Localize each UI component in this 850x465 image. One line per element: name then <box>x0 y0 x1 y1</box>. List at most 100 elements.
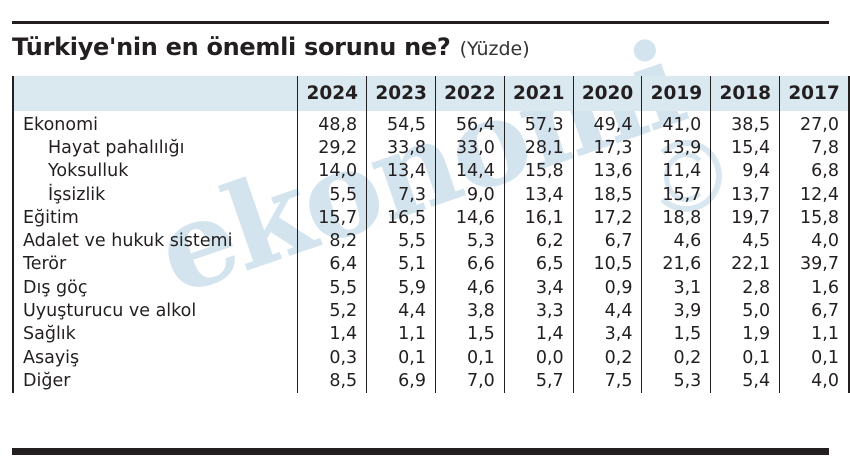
header-year: 2024 <box>297 76 367 111</box>
cell-value: 1,5 <box>435 322 505 346</box>
cell-value: 3,1 <box>641 276 711 300</box>
cell-value: 8,2 <box>297 229 367 253</box>
cell-value: 3,3 <box>503 299 574 323</box>
cell-value: 1,1 <box>366 322 436 346</box>
header-row: 2024 2023 2022 2021 2020 2019 2018 2017 <box>13 76 849 111</box>
cell-value: 1,5 <box>641 322 711 346</box>
cell-value: 1,4 <box>297 322 367 346</box>
cell-value: 5,5 <box>366 229 436 253</box>
cell-value: 7,0 <box>435 369 505 393</box>
table-body: Ekonomi 48,8 54,5 56,4 57,3 49,4 41,0 38,5 27,0 H… <box>13 111 849 393</box>
cell-value: 6,6 <box>435 252 505 277</box>
table-row: Terör 6,4 5,1 6,6 6,5 10,5 21,6 22,1 39,7 <box>13 252 849 277</box>
cell-value: 0,0 <box>503 345 574 370</box>
cell-value: 29,2 <box>297 136 367 160</box>
cell-value: 7,3 <box>366 182 436 207</box>
cell-value: 0,3 <box>297 345 367 370</box>
cell-value: 4,4 <box>366 299 436 323</box>
cell-value: 3,4 <box>572 322 642 346</box>
cell-value: 19,7 <box>710 206 780 230</box>
header-year: 2022 <box>435 76 505 111</box>
cell-value: 5,2 <box>297 299 367 323</box>
cell-value: 15,7 <box>641 182 711 207</box>
cell-value: 22,1 <box>710 252 780 277</box>
cell-value: 14,0 <box>297 159 367 183</box>
cell-value: 9,4 <box>710 159 780 183</box>
table-row: Yoksulluk 14,0 13,4 14,4 15,8 13,6 11,4 9,4 6,8 <box>13 159 849 183</box>
cell-value: 5,5 <box>297 182 367 207</box>
cell-value: 7,8 <box>779 136 849 160</box>
cell-value: 5,3 <box>641 369 711 393</box>
cell-value: 0,1 <box>710 345 780 370</box>
cell-value: 17,2 <box>572 206 642 230</box>
cell-value: 4,0 <box>779 229 849 253</box>
row-label: Adalet ve hukuk sistemi <box>23 231 233 252</box>
cell-value: 6,9 <box>366 369 436 393</box>
cell-value: 6,7 <box>572 229 642 253</box>
cell-value: 3,8 <box>435 299 505 323</box>
cell-value: 57,3 <box>503 111 574 137</box>
table-row: Eğitim 15,7 16,5 14,6 16,1 17,2 18,8 19,7 15,8 <box>13 206 849 230</box>
table-row: Diğer 8,5 6,9 7,0 5,7 7,5 5,3 5,4 4,0 <box>13 369 849 393</box>
row-label: Terör <box>23 254 67 275</box>
cell-value: 13,7 <box>710 182 780 207</box>
cell-value: 18,8 <box>641 206 711 230</box>
cell-value: 0,1 <box>779 345 849 370</box>
cell-value: 0,1 <box>366 345 436 370</box>
cell-value: 39,7 <box>779 252 849 277</box>
cell-value: 1,4 <box>503 322 574 346</box>
table-row: Dış göç 5,5 5,9 4,6 3,4 0,9 3,1 2,8 1,6 <box>13 276 849 300</box>
cell-value: 33,8 <box>366 136 436 160</box>
cell-value: 11,4 <box>641 159 711 183</box>
table-row: Uyuşturucu ve alkol 5,2 4,4 3,8 3,3 4,4 3,9 5,0… <box>13 299 849 323</box>
row-label: Hayat pahalılığı <box>48 137 185 158</box>
row-label: Yoksulluk <box>48 161 129 182</box>
cell-value: 4,4 <box>572 299 642 323</box>
cell-value: 13,9 <box>641 136 711 160</box>
cell-value: 4,0 <box>779 369 849 393</box>
cell-value: 6,7 <box>779 299 849 323</box>
cell-value: 6,5 <box>503 252 574 277</box>
table-row: Hayat pahalılığı 29,2 33,8 33,0 28,1 17,3 13,9… <box>13 136 849 160</box>
cell-value: 5,5 <box>297 276 367 300</box>
cell-value: 1,6 <box>779 276 849 300</box>
row-label: Diğer <box>23 370 71 391</box>
cell-value: 38,5 <box>710 111 780 137</box>
title-text: Türkiye'nin en önemli sorunu ne? <box>12 33 451 61</box>
cell-value: 13,4 <box>503 182 574 207</box>
cell-value: 14,6 <box>435 206 505 230</box>
cell-value: 21,6 <box>641 252 711 277</box>
row-label: Asayiş <box>23 347 80 368</box>
cell-value: 5,4 <box>710 369 780 393</box>
row-label: Ekonomi <box>23 114 98 135</box>
cell-value: 56,4 <box>435 111 505 137</box>
header-year: 2018 <box>710 76 780 111</box>
cell-value: 0,9 <box>572 276 642 300</box>
cell-value: 1,9 <box>710 322 780 346</box>
row-label: Uyuşturucu ve alkol <box>23 301 197 322</box>
cell-value: 2,8 <box>710 276 780 300</box>
cell-value: 8,5 <box>297 369 367 393</box>
cell-value: 16,1 <box>503 206 574 230</box>
top-rule <box>12 21 829 24</box>
row-label: İşsizlik <box>48 184 106 205</box>
cell-value: 18,5 <box>572 182 642 207</box>
row-label: Dış göç <box>23 277 88 298</box>
cell-value: 4,6 <box>435 276 505 300</box>
cell-value: 15,7 <box>297 206 367 230</box>
header-year: 2021 <box>503 76 574 111</box>
cell-value: 9,0 <box>435 182 505 207</box>
cell-value: 54,5 <box>366 111 436 137</box>
cell-value: 4,6 <box>641 229 711 253</box>
cell-value: 0,2 <box>641 345 711 370</box>
cell-value: 5,1 <box>366 252 436 277</box>
cell-value: 49,4 <box>572 111 642 137</box>
header-year: 2017 <box>779 76 849 111</box>
header-label-col <box>13 76 298 111</box>
cell-value: 4,5 <box>710 229 780 253</box>
cell-value: 10,5 <box>572 252 642 277</box>
cell-value: 12,4 <box>779 182 849 207</box>
row-label: Sağlık <box>23 324 76 345</box>
cell-value: 16,5 <box>366 206 436 230</box>
cell-value: 5,9 <box>366 276 436 300</box>
